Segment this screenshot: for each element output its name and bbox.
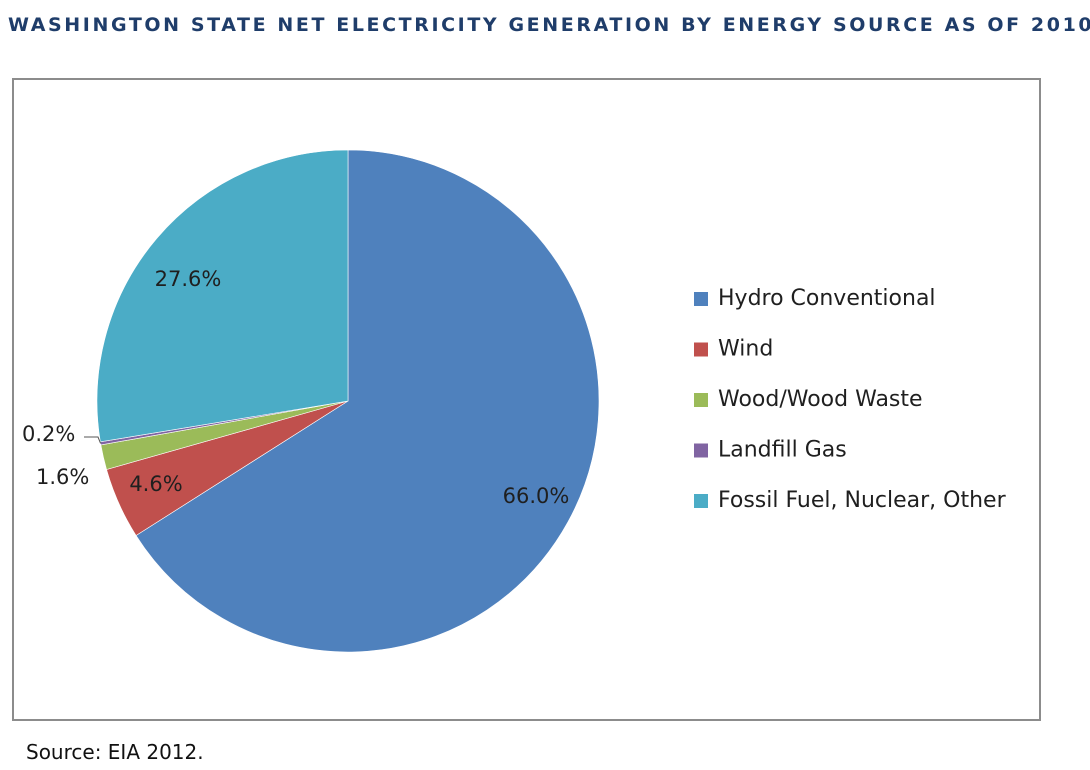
slice-label: 66.0% [503,484,570,508]
legend-label: Wood/Wood Waste [718,387,923,412]
legend-swatch [694,342,708,357]
pie-slice-hydro-conventional [135,149,600,653]
pie-slice-fossil-fuel-nuclear-other [96,149,349,443]
legend-label: Wind [718,337,773,362]
legend-swatch [694,494,708,508]
chart-frame: 66.0% 4.6% 1.6% 0.2% 27.6% Hydro Conventiona… [12,78,1041,721]
legend-swatch [694,393,708,407]
legend-item: Landfill Gas [694,438,847,463]
legend-item: Wood/Wood Waste [694,387,923,412]
pie-chart: 66.0% 4.6% 1.6% 0.2% 27.6% Hydro Conventiona… [22,149,1007,653]
legend-label: Fossil Fuel, Nuclear, Other [718,488,1007,513]
legend-swatch [694,292,708,306]
slice-label: 1.6% [36,465,89,489]
legend-label: Landfill Gas [718,438,847,463]
leader-line [84,436,102,444]
slice-label: 27.6% [155,267,222,291]
legend-label: Hydro Conventional [718,286,936,311]
page-title: WASHINGTON STATE NET ELECTRICITY GENERAT… [8,14,1090,36]
legend-item: Hydro Conventional [694,286,936,311]
slice-label: 4.6% [129,472,182,496]
slice-label: 0.2% [22,422,75,446]
legend-item: Fossil Fuel, Nuclear, Other [694,488,1007,513]
legend-item: Wind [694,337,773,362]
source-note: Source: EIA 2012. [26,740,204,764]
legend-swatch [694,443,708,458]
